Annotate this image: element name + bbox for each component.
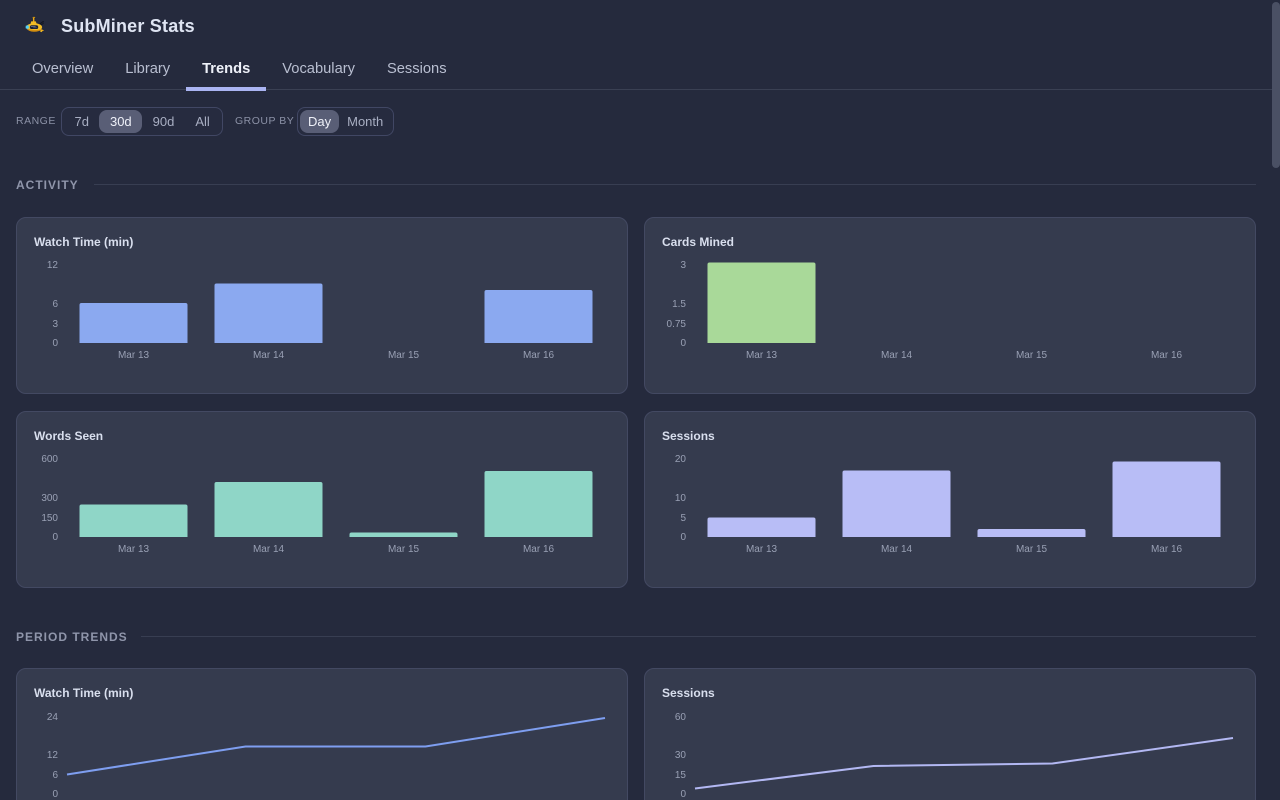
svg-text:Mar 14: Mar 14 [881, 544, 913, 555]
svg-text:Mar 13: Mar 13 [118, 350, 150, 361]
svg-text:12: 12 [47, 260, 59, 271]
svg-text:0: 0 [680, 338, 686, 349]
svg-text:3: 3 [680, 260, 686, 271]
svg-text:0: 0 [52, 789, 58, 799]
svg-text:0: 0 [52, 338, 58, 349]
svg-text:Sessions: Sessions [662, 686, 715, 700]
svg-text:Mar 16: Mar 16 [1151, 544, 1183, 555]
svg-text:Mar 15: Mar 15 [1016, 544, 1048, 555]
svg-text:Mar 15: Mar 15 [388, 350, 420, 361]
svg-text:6: 6 [52, 770, 58, 781]
svg-text:Sessions: Sessions [662, 429, 715, 443]
svg-text:Mar 14: Mar 14 [881, 350, 913, 361]
svg-text:300: 300 [41, 493, 58, 504]
svg-text:Mar 13: Mar 13 [746, 350, 778, 361]
svg-text:0: 0 [680, 789, 686, 799]
svg-text:150: 150 [41, 513, 58, 524]
svg-text:5: 5 [680, 513, 686, 524]
svg-text:Mar 16: Mar 16 [1151, 350, 1183, 361]
svg-text:1.5: 1.5 [672, 299, 686, 310]
svg-text:15: 15 [675, 770, 687, 781]
svg-text:20: 20 [675, 454, 687, 465]
svg-text:3: 3 [52, 319, 58, 330]
svg-text:Watch Time (min): Watch Time (min) [34, 686, 133, 700]
svg-text:12: 12 [47, 750, 59, 761]
svg-text:600: 600 [41, 454, 58, 465]
svg-text:0: 0 [680, 532, 686, 543]
svg-text:Cards Mined: Cards Mined [662, 235, 734, 249]
svg-text:Words Seen: Words Seen [34, 429, 103, 443]
svg-text:30: 30 [675, 750, 687, 761]
svg-text:Mar 15: Mar 15 [1016, 350, 1048, 361]
svg-text:10: 10 [675, 493, 687, 504]
svg-text:Mar 16: Mar 16 [523, 350, 555, 361]
svg-text:Watch Time (min): Watch Time (min) [34, 235, 133, 249]
svg-text:Mar 14: Mar 14 [253, 350, 285, 361]
svg-text:Mar 15: Mar 15 [388, 544, 420, 555]
svg-text:Mar 14: Mar 14 [253, 544, 285, 555]
svg-text:60: 60 [675, 712, 687, 723]
svg-text:0: 0 [52, 532, 58, 543]
svg-text:Mar 13: Mar 13 [746, 544, 778, 555]
svg-text:24: 24 [47, 712, 59, 723]
svg-text:Mar 16: Mar 16 [523, 544, 555, 555]
svg-text:Mar 13: Mar 13 [118, 544, 150, 555]
svg-text:6: 6 [52, 299, 58, 310]
svg-text:0.75: 0.75 [667, 319, 687, 330]
